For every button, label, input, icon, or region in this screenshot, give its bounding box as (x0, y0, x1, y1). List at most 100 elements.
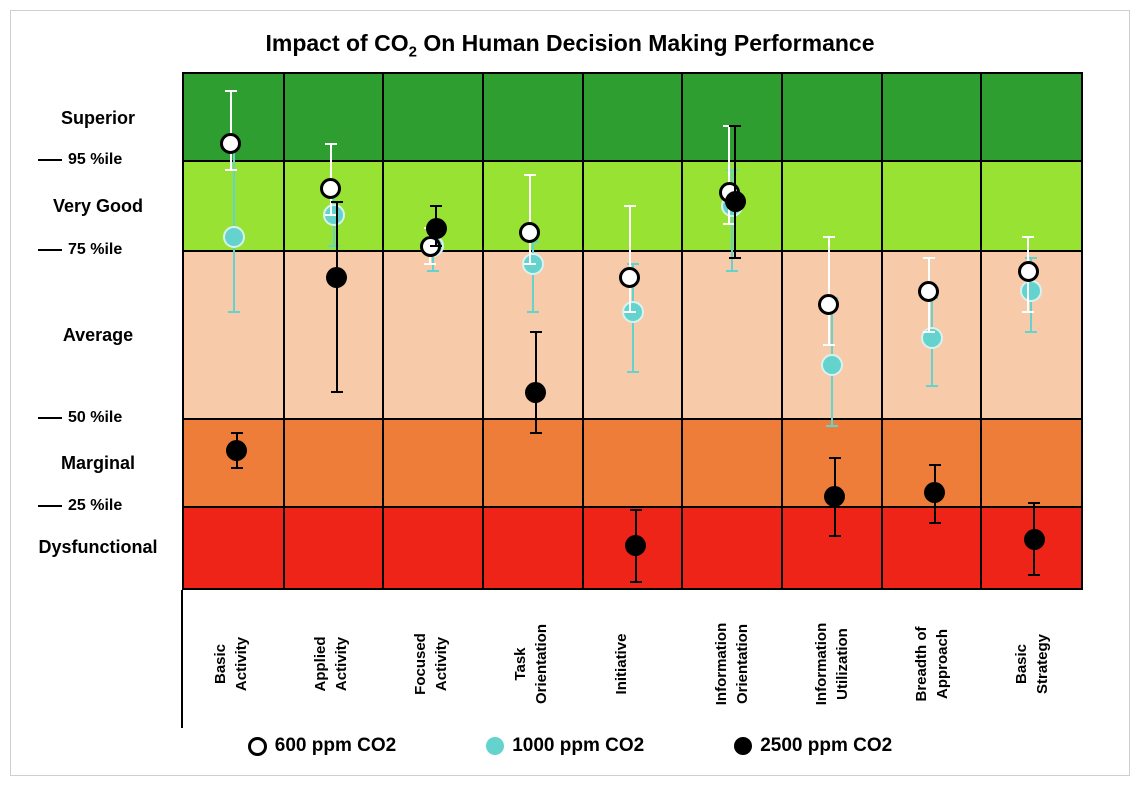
y-band-label-superior: Superior (60, 107, 135, 128)
marker-2500-ppm-co2-information-utilization (824, 485, 846, 507)
error-bar-cap (928, 522, 941, 525)
marker-2500-ppm-co2-basic-strategy (1023, 528, 1045, 550)
x-axis-label-line: Initiative (612, 633, 630, 695)
legend-item-2500-ppm-co2: 2500 ppm CO2 (734, 735, 892, 757)
x-axis-label-line: Activity (333, 636, 351, 692)
x-axis-label-breadth-of-approach: Breadth of Approach (911, 589, 955, 739)
y-tick-25-ile: 25 %ile (38, 496, 122, 516)
error-bar-cap (430, 205, 443, 208)
y-tick-50-ile: 50 %ile (38, 408, 122, 428)
error-bar-2500-ppm-co2 (335, 201, 338, 393)
x-axis-label-initiative: Initiative (611, 589, 655, 739)
error-bar-cap (1028, 574, 1041, 576)
band-boundary-line (184, 160, 1081, 163)
error-bar-cap (623, 205, 636, 208)
error-bar-cap (729, 125, 742, 128)
legend-filled-circle-icon (734, 737, 753, 755)
y-tick-label: 25 %ile (68, 496, 123, 514)
error-bar-cap (529, 432, 542, 435)
x-axis-labels: Basic Activity Applied Activity Focused Activ… (182, 594, 1083, 734)
error-bar-cap (526, 310, 539, 313)
y-tick-95-ile: 95 %ile (38, 150, 122, 170)
y-tick-label: 50 %ile (68, 409, 123, 427)
error-bar-cap (928, 463, 941, 466)
error-bar-cap (330, 391, 343, 394)
error-bar-cap (726, 270, 739, 273)
column-separator-line (382, 74, 385, 588)
x-axis-label-line: Information (712, 622, 730, 706)
y-band-label-very-good: Very Good (52, 196, 144, 217)
error-bar-cap (430, 245, 443, 248)
x-axis-label-focused-activity: Focused Activity (410, 589, 454, 739)
error-bar-cap (424, 263, 437, 266)
title-text: Impact of CO (265, 30, 409, 56)
x-axis-label-line: Basic (1012, 643, 1030, 685)
error-bar-cap (922, 330, 935, 333)
marker-600-ppm-co2-basic-strategy (1017, 260, 1039, 282)
error-bar-cap (629, 509, 642, 512)
y-axis-line (181, 590, 183, 728)
x-axis-label-information-orientation: Information Orientation (711, 589, 755, 739)
x-axis-label-line: Information (812, 622, 830, 706)
error-bar-cap (822, 344, 835, 347)
error-bar-cap (529, 330, 542, 333)
error-bar-cap (327, 245, 340, 248)
y-band-label-marginal: Marginal (60, 453, 135, 474)
y-tick-dash (38, 248, 62, 251)
plot-area (182, 72, 1083, 590)
chart-title: Impact of CO2 On Human Decision Making P… (0, 30, 1140, 61)
marker-2500-ppm-co2-breadth-of-approach (924, 482, 945, 504)
legend: 600 ppm CO2 1000 ppm CO2 2500 ppm CO2 (0, 730, 1140, 762)
error-bar-cap (822, 236, 835, 239)
error-bar-cap (1025, 256, 1038, 259)
marker-600-ppm-co2-breadth-of-approach (918, 280, 939, 302)
legend-item-1000-ppm-co2: 1000 ppm CO2 (486, 735, 644, 757)
column-separator-line (581, 74, 584, 588)
column-separator-line (482, 74, 484, 588)
column-separator-line (681, 74, 684, 588)
error-bar-cap (723, 222, 736, 225)
error-bar-600-ppm-co2 (229, 91, 232, 171)
error-bar-cap (230, 467, 243, 470)
y-band-label-dysfunctional: Dysfunctional (38, 537, 158, 558)
error-bar-600-ppm-co2 (728, 126, 731, 224)
column-separator-line (880, 74, 883, 588)
x-axis-label-line: Focused (412, 633, 430, 695)
error-bar-600-ppm-co2 (528, 174, 531, 265)
error-bar-cap (1028, 502, 1041, 505)
error-bar-cap (523, 173, 536, 176)
x-axis-label-information-utilization: Information Utilization (811, 589, 855, 739)
x-axis-label-basic-strategy: Basic Strategy (1011, 589, 1055, 739)
title-subscript: 2 (408, 43, 417, 61)
legend-label: 600 ppm CO2 (274, 735, 397, 756)
error-bar-cap (825, 425, 838, 428)
marker-2500-ppm-co2-applied-activity (326, 267, 347, 289)
error-bar-cap (227, 310, 240, 313)
x-axis-label-line: Breadth of (912, 626, 930, 702)
marker-2500-ppm-co2-focused-activity (425, 217, 447, 239)
error-bar-1000-ppm-co2 (531, 241, 534, 312)
x-axis-label-applied-activity: Applied Activity (310, 589, 354, 739)
marker-600-ppm-co2-task-orientation (519, 222, 541, 244)
error-bar-cap (324, 214, 337, 217)
error-bar-cap (224, 90, 237, 93)
band-superior (184, 74, 1081, 162)
error-bar-cap (324, 142, 337, 145)
x-axis-label-line: Task (512, 647, 530, 681)
x-axis-label-line: Activity (433, 636, 451, 692)
error-bar-cap (729, 256, 742, 259)
error-bar-cap (230, 432, 243, 435)
x-axis-label-line: Orientation (533, 624, 551, 705)
error-bar-cap (922, 256, 935, 259)
x-axis-label-task-orientation: Task Orientation (510, 589, 554, 739)
legend-open-circle-icon (247, 736, 267, 756)
marker-2500-ppm-co2-task-orientation (525, 381, 547, 403)
error-bar-cap (1025, 330, 1038, 333)
error-bar-cap (1022, 310, 1035, 313)
marker-1000-ppm-co2-basic-activity (222, 226, 245, 249)
marker-2500-ppm-co2-initiative (625, 535, 646, 557)
error-bar-cap (623, 310, 636, 313)
x-axis-label-line: Strategy (1033, 633, 1051, 695)
marker-2500-ppm-co2-information-orientation (724, 191, 746, 213)
